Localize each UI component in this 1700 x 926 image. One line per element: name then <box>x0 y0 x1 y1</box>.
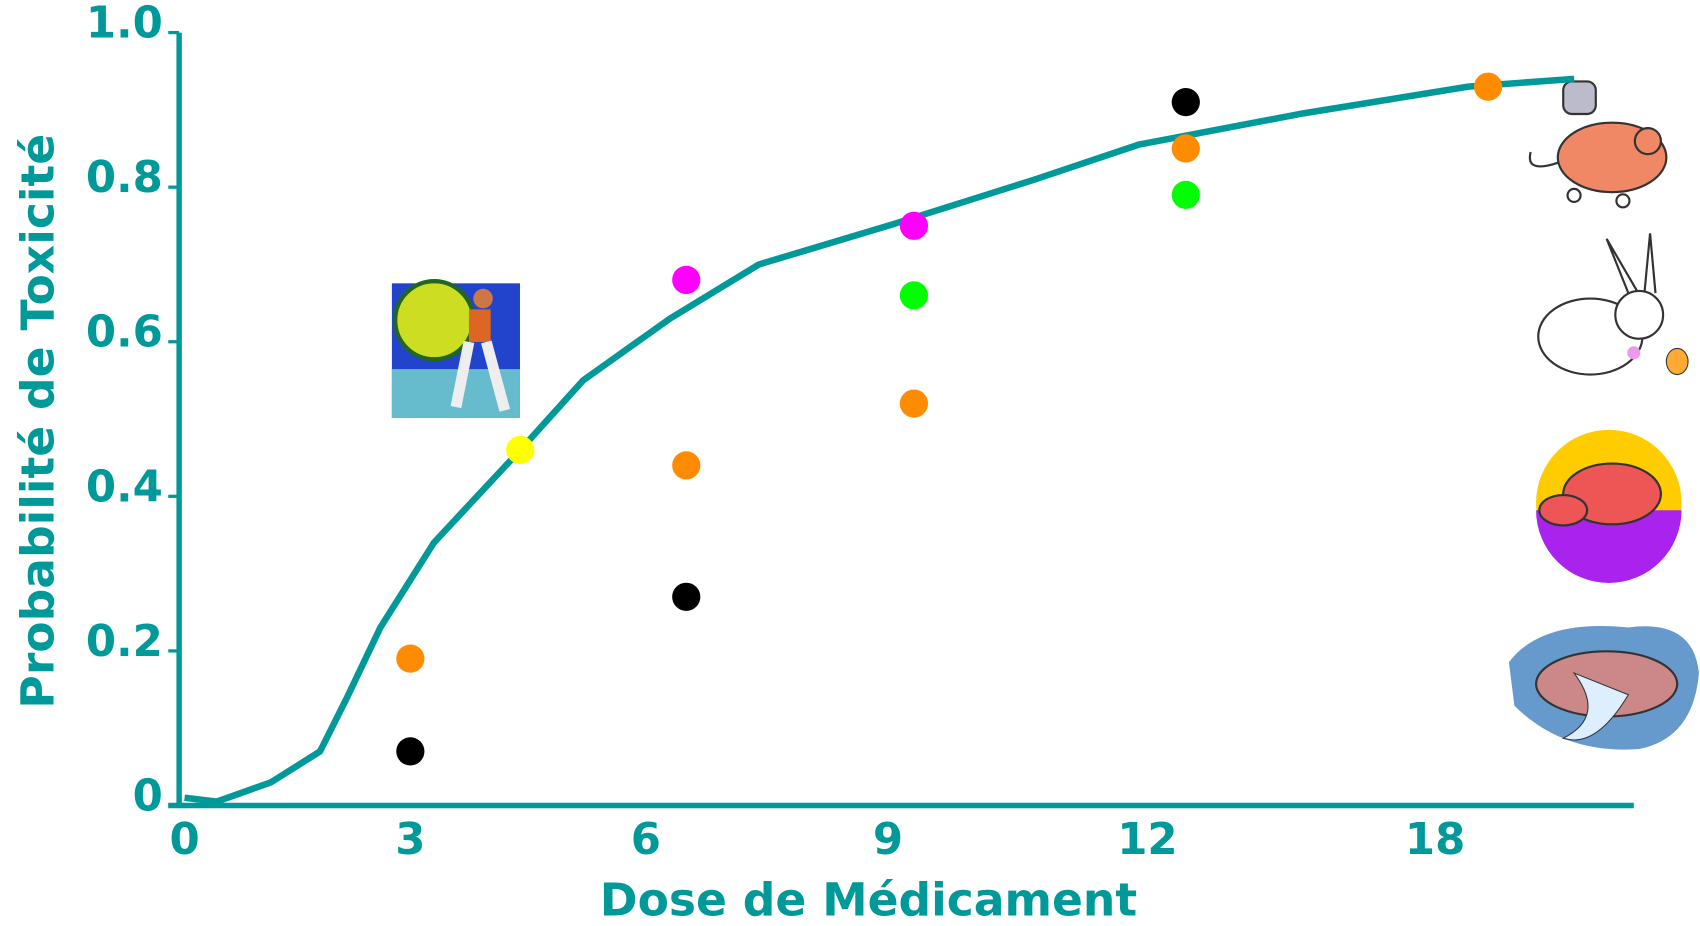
rabbit-icon <box>1538 233 1688 374</box>
wind-up-mouse-icon <box>1530 81 1666 207</box>
data-point <box>900 212 928 240</box>
person-globe-icon <box>392 281 520 418</box>
y-axis-label: Probabilité de Toxicité <box>12 134 65 709</box>
y-tick-label: 0.4 <box>86 462 163 512</box>
data-point <box>396 737 424 765</box>
pig-icon <box>1536 430 1681 583</box>
x-tick-label: 18 <box>1405 815 1465 865</box>
data-point <box>506 436 534 464</box>
data-point <box>900 281 928 309</box>
data-point <box>900 389 928 417</box>
y-tick-label: 0.6 <box>86 308 163 358</box>
y-tick-label: 0.8 <box>86 153 163 203</box>
x-tick-label: 3 <box>395 815 425 865</box>
x-tick-label: 9 <box>873 815 903 865</box>
data-point <box>1172 88 1200 116</box>
data-point <box>672 266 700 294</box>
chart: Dose de Médicament Probabilité de Toxici… <box>0 0 1700 926</box>
data-point <box>396 645 424 673</box>
y-tick-label: 1.0 <box>86 0 163 49</box>
fit-curve <box>185 79 1575 802</box>
data-point <box>672 583 700 611</box>
x-tick-label: 6 <box>631 815 661 865</box>
x-tick-label: 12 <box>1117 815 1177 865</box>
x-tick-label: 0 <box>169 815 199 865</box>
flying-pig-icon <box>1509 626 1699 750</box>
data-point <box>1172 134 1200 162</box>
y-tick-label: 0 <box>133 771 163 821</box>
data-point <box>1474 73 1502 101</box>
data-point <box>672 451 700 479</box>
data-point <box>1172 181 1200 209</box>
y-tick-label: 0.2 <box>86 617 163 667</box>
x-axis-label: Dose de Médicament <box>600 874 1137 926</box>
